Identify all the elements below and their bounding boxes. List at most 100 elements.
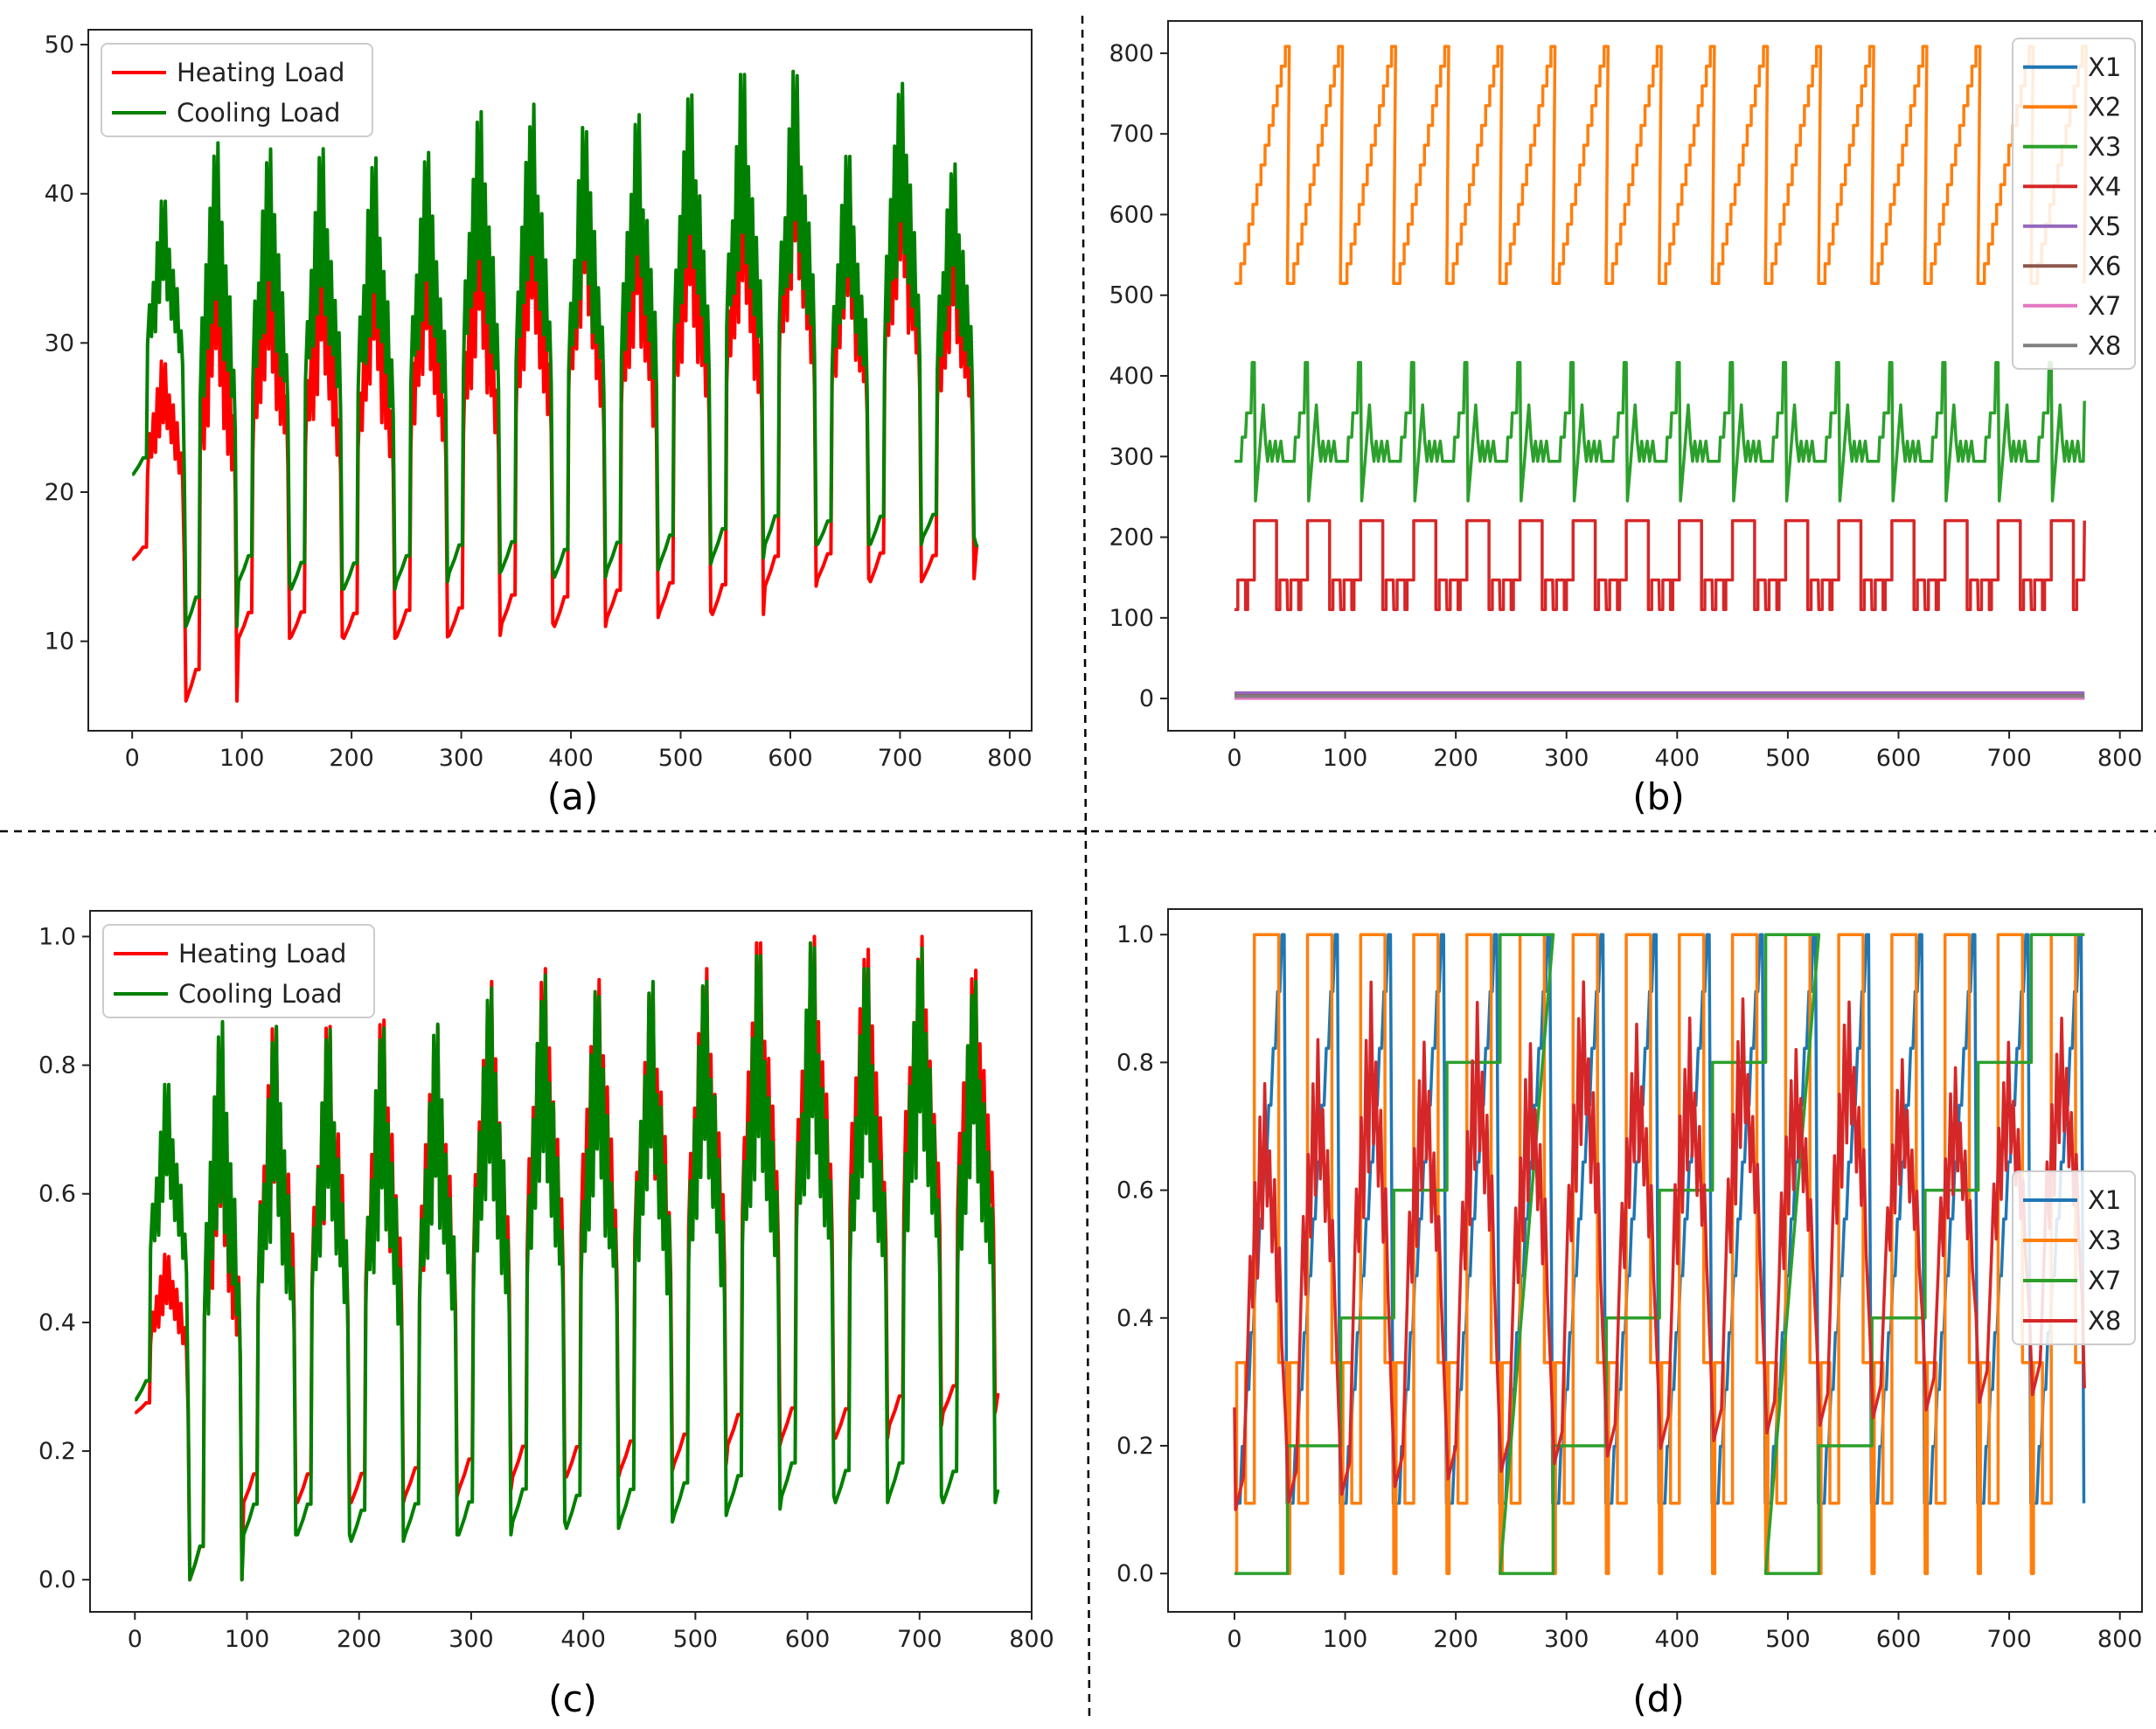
legend-label: Cooling Load	[177, 98, 340, 128]
panel-a-heating-cooling-raw: 0 100 200 300 400 500 600 700 800 10 20 30 40 50 Heati…	[45, 29, 1033, 772]
plot-frame	[1167, 908, 2143, 1613]
x-tick-label: 700	[1986, 1626, 2032, 1653]
caption-a: (a)	[547, 775, 599, 818]
x-tick-label: 700	[1986, 745, 2032, 772]
legend-label: X1	[2088, 1185, 2121, 1215]
y-tick-label: 200	[1109, 524, 1154, 552]
x-tick-label: 100	[219, 745, 265, 772]
caption-c: (c)	[548, 1677, 597, 1720]
y-tick-label: 0.0	[38, 1566, 76, 1594]
y-tick-label: 700	[1109, 121, 1154, 148]
x-tick-label: 800	[987, 745, 1033, 772]
legend-label: Heating Load	[177, 58, 344, 87]
series-line-x3	[1234, 361, 2086, 503]
x-tick-label: 400	[560, 1626, 606, 1653]
series-line-x3	[1234, 933, 2084, 1575]
panel-c-heating-cooling-normalized: 0 100 200 300 400 500 600 700 800 0.0 0.2 0.4 0.6 0.8…	[38, 910, 1054, 1653]
y-tick-label: 1.0	[1116, 921, 1154, 948]
x-tick-label: 300	[439, 745, 484, 772]
y-tick-label: 0.6	[38, 1181, 76, 1208]
x-tick-label: 800	[1009, 1626, 1054, 1653]
legend-label: X2	[2088, 92, 2121, 122]
y-tick-label: 400	[1109, 363, 1154, 390]
y-tick-label: 20	[45, 479, 74, 506]
x-tick-label: 300	[449, 1626, 494, 1653]
panel-d-features-normalized: 0 100 200 300 400 500 600 700 800 0.0 0.2 0.4 0.6 0.8…	[1116, 908, 2143, 1653]
x-tick-label: 400	[1655, 1626, 1700, 1653]
y-tick-label: 1.0	[38, 923, 76, 950]
x-tick-label: 200	[337, 1626, 382, 1653]
legend-label: X3	[2088, 1226, 2121, 1255]
legend	[2012, 1170, 2136, 1345]
x-tick-label: 500	[1765, 1626, 1811, 1653]
series-line-x7	[1234, 933, 2085, 1575]
x-tick-label: 800	[2097, 1626, 2143, 1653]
y-tick-label: 0.0	[1116, 1560, 1154, 1587]
x-tick-label: 300	[1544, 745, 1589, 772]
y-tick-label: 0.8	[1116, 1049, 1154, 1076]
x-tick-label: 200	[329, 745, 374, 772]
y-tick-label: 10	[45, 628, 74, 656]
y-tick-label: 0.4	[38, 1309, 76, 1337]
y-tick-label: 40	[45, 181, 74, 208]
caption-d: (d)	[1632, 1677, 1684, 1720]
legend	[102, 924, 375, 1018]
y-tick-label: 0.2	[38, 1438, 76, 1465]
x-tick-label: 500	[658, 745, 704, 772]
legend-label: X7	[2088, 1266, 2121, 1295]
legend-label: X4	[2088, 171, 2121, 201]
y-tick-label: 500	[1109, 282, 1154, 309]
series-line-x8	[1233, 980, 2086, 1511]
x-tick-label: 300	[1544, 1626, 1589, 1653]
x-tick-label: 0	[1227, 1626, 1241, 1653]
y-tick-label: 0.2	[1116, 1433, 1154, 1460]
series-line-cooling-load	[131, 69, 979, 628]
panel-b-features-raw: 0 100 200 300 400 500 600 700 800 0 100 200 300 400 50…	[1109, 20, 2143, 772]
legend-label: X5	[2088, 212, 2121, 241]
legend-label: X8	[2088, 330, 2121, 360]
legend	[2012, 38, 2136, 370]
legend-label: X1	[2088, 52, 2121, 82]
y-tick-label: 800	[1109, 40, 1154, 67]
vertical-divider	[1081, 15, 1091, 1723]
x-tick-label: 700	[897, 1626, 942, 1653]
y-tick-label: 0.8	[38, 1052, 76, 1080]
x-tick-label: 200	[1433, 745, 1478, 772]
x-tick-label: 600	[785, 1626, 831, 1653]
x-tick-label: 0	[125, 745, 140, 772]
x-tick-label: 800	[2097, 745, 2143, 772]
x-tick-label: 0	[1227, 745, 1241, 772]
legend-label: Heating Load	[178, 939, 346, 969]
y-tick-label: 0	[1139, 685, 1154, 712]
plot-frame	[89, 910, 1033, 1613]
series-line-x4	[1234, 518, 2086, 612]
x-tick-label: 700	[878, 745, 923, 772]
legend-label: X6	[2088, 251, 2121, 281]
x-tick-label: 600	[768, 745, 813, 772]
x-tick-label: 500	[673, 1626, 719, 1653]
y-tick-label: 300	[1109, 443, 1154, 470]
series-line-cooling-load	[134, 941, 1000, 1582]
legend-label: X3	[2088, 132, 2121, 162]
legend	[101, 43, 373, 137]
legend-label: Cooling Load	[178, 979, 342, 1009]
x-tick-label: 600	[1876, 1626, 1922, 1653]
x-tick-label: 100	[225, 1626, 270, 1653]
y-tick-label: 30	[45, 330, 74, 357]
x-tick-label: 400	[1655, 745, 1700, 772]
series-line-x2	[1234, 45, 2088, 286]
legend-label: X8	[2088, 1306, 2121, 1336]
y-tick-label: 600	[1109, 201, 1154, 228]
legend-label: X7	[2088, 291, 2121, 321]
x-tick-label: 200	[1433, 1626, 1478, 1653]
x-tick-label: 600	[1876, 745, 1922, 772]
x-tick-label: 0	[128, 1626, 143, 1653]
y-tick-label: 100	[1109, 605, 1154, 632]
x-tick-label: 100	[1323, 1626, 1368, 1653]
y-tick-label: 0.6	[1116, 1177, 1154, 1205]
x-tick-label: 400	[548, 745, 594, 772]
caption-b: (b)	[1632, 775, 1684, 818]
y-tick-label: 50	[45, 31, 74, 59]
x-tick-label: 100	[1323, 745, 1368, 772]
